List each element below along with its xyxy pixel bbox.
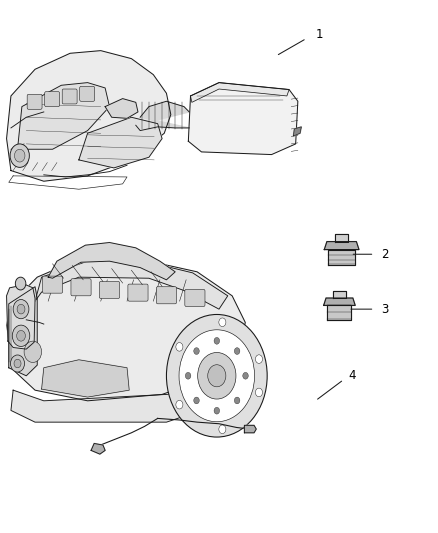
Circle shape: [234, 397, 240, 404]
Polygon shape: [7, 285, 35, 349]
Polygon shape: [188, 83, 298, 155]
Polygon shape: [333, 291, 346, 298]
FancyBboxPatch shape: [99, 281, 120, 298]
Circle shape: [176, 400, 183, 409]
FancyBboxPatch shape: [80, 86, 95, 101]
Circle shape: [208, 365, 226, 387]
Polygon shape: [335, 234, 348, 241]
Polygon shape: [9, 287, 37, 376]
FancyBboxPatch shape: [62, 89, 77, 104]
Circle shape: [214, 337, 219, 344]
Circle shape: [243, 373, 248, 379]
Polygon shape: [105, 99, 138, 118]
Circle shape: [14, 359, 21, 368]
Polygon shape: [191, 83, 289, 102]
Text: 4: 4: [348, 369, 356, 382]
Text: 2: 2: [381, 248, 389, 261]
Circle shape: [17, 330, 25, 341]
Polygon shape: [324, 241, 359, 249]
Circle shape: [194, 397, 199, 404]
Circle shape: [198, 352, 236, 399]
Circle shape: [166, 314, 267, 437]
FancyBboxPatch shape: [27, 94, 42, 109]
Polygon shape: [42, 360, 129, 397]
Polygon shape: [328, 249, 355, 265]
Polygon shape: [91, 443, 105, 454]
Circle shape: [15, 277, 26, 290]
Polygon shape: [18, 83, 109, 149]
Circle shape: [234, 348, 240, 354]
Circle shape: [214, 407, 219, 414]
Circle shape: [10, 144, 29, 167]
Polygon shape: [328, 305, 351, 320]
FancyBboxPatch shape: [156, 287, 177, 304]
FancyBboxPatch shape: [71, 279, 91, 296]
Polygon shape: [136, 101, 189, 131]
Circle shape: [185, 373, 191, 379]
Polygon shape: [35, 261, 228, 309]
Circle shape: [13, 300, 29, 319]
FancyBboxPatch shape: [185, 289, 205, 306]
Circle shape: [17, 304, 25, 314]
Polygon shape: [244, 425, 256, 433]
Polygon shape: [7, 51, 171, 181]
Circle shape: [11, 355, 25, 372]
Polygon shape: [7, 261, 245, 401]
Polygon shape: [293, 127, 301, 136]
Polygon shape: [324, 298, 355, 305]
Circle shape: [255, 355, 262, 364]
Circle shape: [14, 149, 25, 162]
Circle shape: [12, 325, 30, 346]
Circle shape: [24, 341, 42, 362]
Polygon shape: [79, 117, 162, 168]
Circle shape: [194, 348, 199, 354]
FancyBboxPatch shape: [45, 92, 60, 107]
Circle shape: [255, 388, 262, 397]
Polygon shape: [48, 243, 175, 280]
FancyBboxPatch shape: [42, 276, 63, 293]
Polygon shape: [11, 390, 215, 422]
Circle shape: [219, 318, 226, 327]
Circle shape: [176, 343, 183, 351]
FancyBboxPatch shape: [128, 284, 148, 301]
Text: 1: 1: [315, 28, 323, 41]
Circle shape: [179, 330, 254, 422]
Text: 3: 3: [381, 303, 389, 316]
Circle shape: [219, 425, 226, 433]
